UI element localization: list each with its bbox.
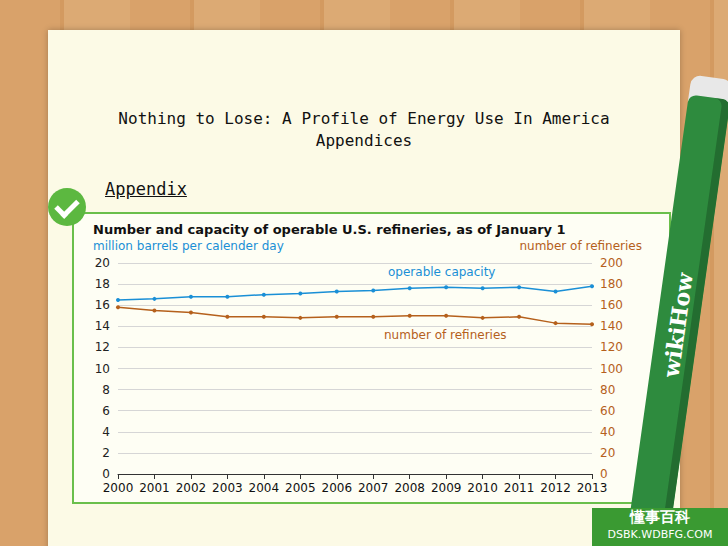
- html-text:million barrels per calender d: million barrels per calender day: [93, 239, 284, 253]
- svg-text:12: 12: [95, 340, 110, 354]
- svg-text:2013: 2013: [577, 481, 608, 495]
- svg-text:140: 140: [600, 319, 623, 333]
- html-text:Appendix: Appendix: [105, 179, 187, 199]
- svg-text:40: 40: [600, 425, 615, 439]
- svg-text:0: 0: [600, 467, 608, 481]
- svg-text:2011: 2011: [504, 481, 535, 495]
- html-text:Appendices: Appendices: [315, 131, 413, 150]
- svg-text:2002: 2002: [176, 481, 207, 495]
- html-text:number of refineries: number of refineries: [384, 328, 507, 342]
- svg-text:6: 6: [102, 404, 110, 418]
- svg-text:2000: 2000: [103, 481, 134, 495]
- html-text:operable capacity: operable capacity: [388, 265, 496, 279]
- svg-text:180: 180: [600, 277, 623, 291]
- svg-text:2007: 2007: [358, 481, 389, 495]
- svg-text:20: 20: [600, 446, 615, 460]
- svg-text:2008: 2008: [394, 481, 425, 495]
- html-text:懂事百科: 懂事百科: [630, 508, 690, 526]
- html-text:Number and capacity of operabl: Number and capacity of operable U.S. ref…: [93, 222, 566, 237]
- svg-text:2006: 2006: [321, 481, 352, 495]
- html-text:Nothing to Lose: A Profile of: Nothing to Lose: A Profile of Energy Use…: [118, 109, 610, 128]
- svg-text:2003: 2003: [212, 481, 243, 495]
- svg-text:8: 8: [102, 383, 110, 397]
- svg-text:160: 160: [600, 298, 623, 312]
- svg-text:2012: 2012: [540, 481, 571, 495]
- html-text:DSBK.WDBFG.COM: DSBK.WDBFG.COM: [607, 528, 713, 541]
- svg-text:18: 18: [95, 277, 110, 291]
- svg-text:4: 4: [102, 425, 110, 439]
- svg-text:16: 16: [95, 298, 110, 312]
- svg-text:2005: 2005: [285, 481, 316, 495]
- svg-text:120: 120: [600, 340, 623, 354]
- svg-text:2004: 2004: [249, 481, 280, 495]
- svg-text:2010: 2010: [467, 481, 498, 495]
- svg-text:2001: 2001: [139, 481, 170, 495]
- html-text:wikiHow: wikiHow: [657, 271, 698, 379]
- svg-text:2: 2: [102, 446, 110, 460]
- svg-text:0: 0: [102, 467, 110, 481]
- svg-text:10: 10: [95, 362, 110, 376]
- svg-text:200: 200: [600, 256, 623, 270]
- svg-text:100: 100: [600, 362, 623, 376]
- svg-text:60: 60: [600, 404, 615, 418]
- svg-text:80: 80: [600, 383, 615, 397]
- svg-text:20: 20: [95, 256, 110, 270]
- svg-text:14: 14: [95, 319, 110, 333]
- html-text:number of refineries: number of refineries: [519, 239, 642, 253]
- svg-text:2009: 2009: [431, 481, 462, 495]
